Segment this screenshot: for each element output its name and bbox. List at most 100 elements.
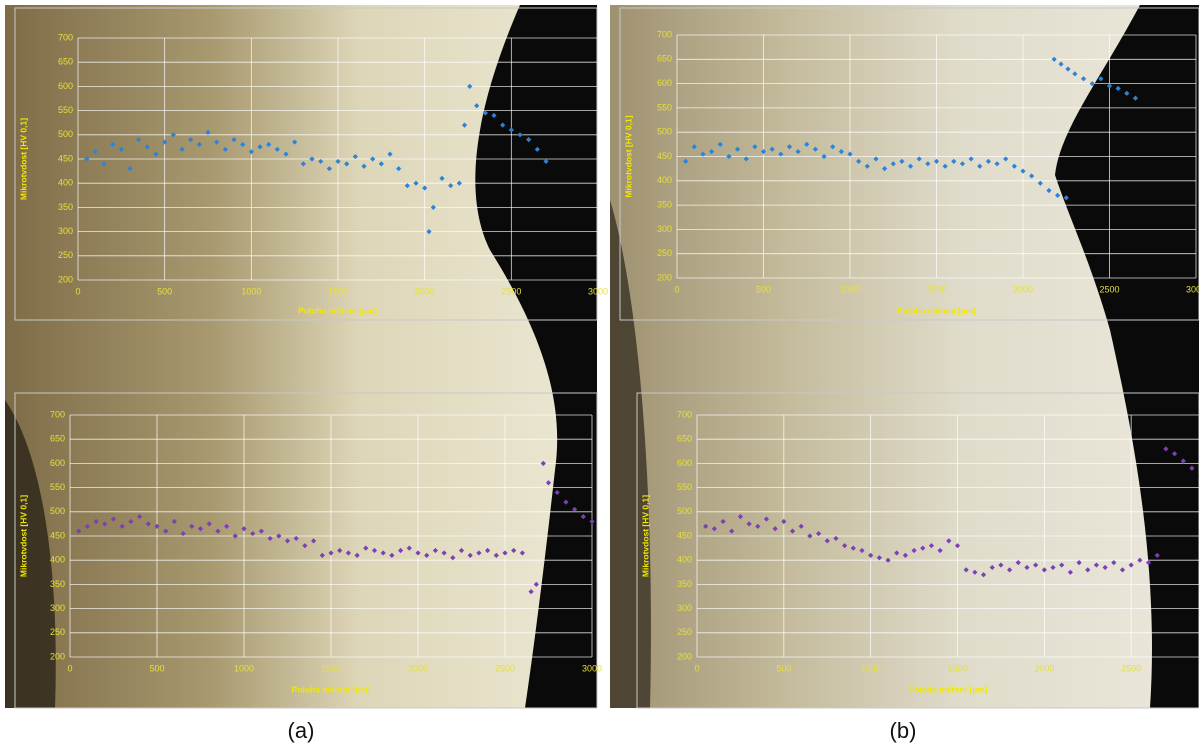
point [1067,569,1073,575]
point [890,161,896,167]
point [450,555,456,561]
point [387,151,393,157]
point [1089,81,1095,87]
x-tick-label: 3000 [582,663,602,673]
point [545,480,552,486]
y-tick-label: 350 [677,579,692,589]
point [84,523,90,529]
point [580,514,586,520]
y-tick-label: 700 [677,409,692,419]
point [998,562,1004,568]
point [448,183,454,189]
chart: 200 250 300 350 400 450 500 550 600 650 700 0 500 100… [636,392,1199,709]
point [589,518,595,525]
point [1015,560,1021,566]
x-tick-label: 2000 [415,286,435,296]
y-tick-label: 400 [58,178,73,188]
y-tick-label: 250 [677,627,692,637]
point [821,153,827,160]
point [467,552,473,558]
x-tick-label: 500 [157,286,172,296]
point [266,141,272,148]
point [968,156,974,162]
point [1119,567,1126,573]
point [1171,451,1178,457]
point [1111,560,1117,566]
point [1163,446,1169,452]
point [985,158,991,164]
y-tick-label: 650 [657,54,672,64]
x-tick-label: 2500 [1121,663,1141,673]
point [326,166,332,172]
point [769,146,775,152]
point [830,144,836,150]
y-tick-label: 200 [657,272,672,282]
point [241,526,247,532]
chart: 200 250 300 350 400 450 500 550 600 650 700 0 500 100… [619,7,1199,321]
point [1080,76,1087,82]
y-tick-label: 450 [50,530,65,540]
x-tick-label: 1000 [234,663,254,673]
y-tick-label: 550 [58,105,73,115]
point [737,514,744,520]
point [415,550,421,556]
point [511,547,517,554]
point [300,161,306,167]
point [485,547,491,554]
point [734,146,741,152]
micrograph-a [5,5,597,708]
y-tick-label: 200 [50,651,65,661]
point [1145,560,1152,566]
point [781,518,787,525]
point [717,141,723,147]
y-tick-label: 350 [657,199,672,209]
x-tick-label: 500 [149,663,164,673]
point [493,552,499,558]
point [102,521,108,527]
x-tick-label: 1500 [328,286,348,296]
point [873,156,879,162]
point [1154,552,1160,558]
point [815,530,822,537]
point [363,545,369,551]
point [441,550,447,556]
point [1003,156,1009,162]
point [205,129,211,135]
point [196,141,202,148]
y-tick-label: 700 [58,32,73,42]
point [110,516,117,522]
point [76,528,82,534]
point [959,161,966,167]
point [1124,90,1130,96]
point [137,514,143,520]
point [1098,76,1104,82]
y-axis-label: Mikrotvdost [HV 0,1] [18,495,28,577]
point [885,557,891,563]
x-tick-label: 0 [67,663,72,673]
point [868,552,874,558]
point [933,158,940,164]
point [1037,180,1043,186]
point [842,543,848,549]
x-axis-label: Poloha měření [µm] [908,684,987,694]
y-tick-label: 350 [58,202,73,212]
y-tick-label: 650 [50,434,65,444]
y-tick-label: 550 [50,482,65,492]
point [311,538,317,544]
point [180,530,186,537]
point [925,161,931,167]
point [729,528,735,534]
micrograph-b [610,5,1199,708]
point [572,506,578,512]
y-tick-label: 650 [677,434,692,444]
x-tick-label: 2000 [1013,284,1033,294]
point [345,550,351,556]
point [726,153,732,160]
point [267,535,273,542]
chart: 200 250 300 350 400 450 500 550 600 650 700 0 500 100… [14,7,608,321]
point [284,538,291,544]
point [772,526,778,532]
point [1007,567,1013,573]
point [972,569,978,575]
